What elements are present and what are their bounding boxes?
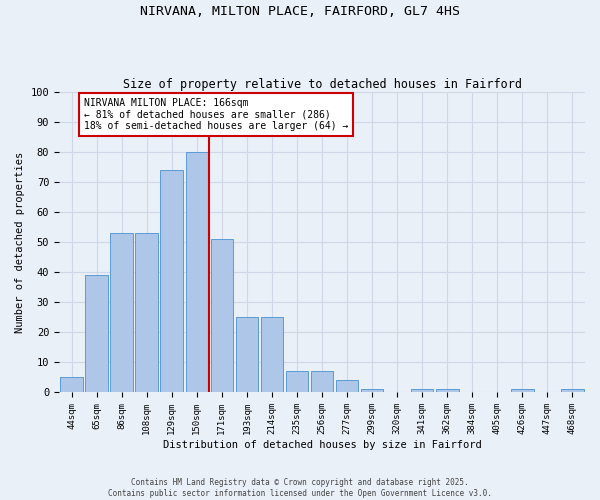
Bar (85, 276, 108, 392)
Bar (260, 318, 283, 392)
Bar (336, 380, 358, 392)
Bar (110, 234, 133, 392)
Bar (211, 240, 233, 392)
Bar (185, 152, 208, 392)
Bar (286, 372, 308, 392)
Bar (311, 372, 333, 392)
Bar (136, 234, 158, 392)
Text: NIRVANA, MILTON PLACE, FAIRFORD, GL7 4HS: NIRVANA, MILTON PLACE, FAIRFORD, GL7 4HS (140, 5, 460, 18)
Text: Contains HM Land Registry data © Crown copyright and database right 2025.
Contai: Contains HM Land Registry data © Crown c… (108, 478, 492, 498)
Y-axis label: Number of detached properties: Number of detached properties (15, 152, 25, 333)
Bar (160, 170, 183, 392)
Bar (436, 390, 458, 392)
Bar (411, 390, 433, 392)
Bar (361, 390, 383, 392)
Bar (60, 378, 83, 392)
Bar (236, 318, 258, 392)
Bar (561, 390, 584, 392)
Text: NIRVANA MILTON PLACE: 166sqm
← 81% of detached houses are smaller (286)
18% of s: NIRVANA MILTON PLACE: 166sqm ← 81% of de… (84, 98, 349, 132)
Title: Size of property relative to detached houses in Fairford: Size of property relative to detached ho… (122, 78, 521, 91)
X-axis label: Distribution of detached houses by size in Fairford: Distribution of detached houses by size … (163, 440, 481, 450)
Bar (511, 390, 533, 392)
